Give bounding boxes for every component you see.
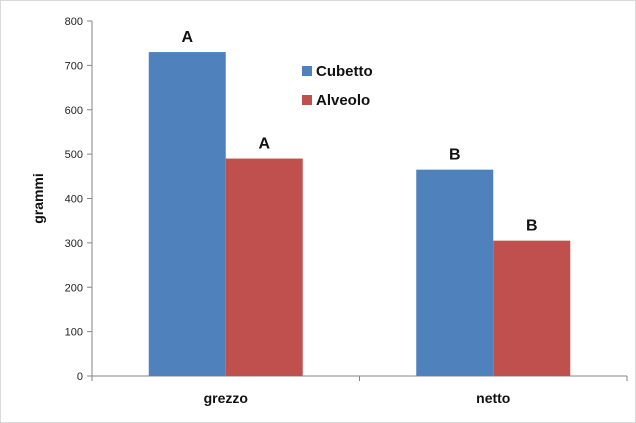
y-tick-label: 0 <box>77 371 83 383</box>
bar-cubetto-netto <box>416 169 494 376</box>
bar-alveolo-netto <box>493 240 571 376</box>
legend-swatch <box>302 66 312 76</box>
y-tick-label: 800 <box>65 16 83 28</box>
data-label: B <box>449 147 461 164</box>
bars <box>148 52 571 376</box>
y-axis-title: grammi <box>30 173 46 224</box>
y-tick-label: 500 <box>65 149 83 161</box>
x-tick-label: netto <box>476 390 510 406</box>
legend-label: Cubetto <box>316 63 373 80</box>
legend-swatch <box>302 95 312 105</box>
bar-alveolo-grezzo <box>225 158 303 376</box>
data-label: B <box>526 218 538 235</box>
legend-label: Alveolo <box>316 92 370 109</box>
labels: grezzo netto A B A B <box>181 29 537 406</box>
data-label: A <box>181 29 193 46</box>
y-tick-label: 600 <box>65 105 83 117</box>
data-label: A <box>258 136 270 153</box>
bar-cubetto-grezzo <box>148 52 226 376</box>
y-tick-label: 100 <box>65 327 83 339</box>
y-tick-label: 400 <box>65 194 83 206</box>
legend: Cubetto Alveolo <box>302 63 373 109</box>
y-tick-label: 300 <box>65 238 83 250</box>
y-tick-label: 700 <box>65 60 83 72</box>
x-tick-label: grezzo <box>204 390 248 406</box>
y-tick-label: 200 <box>65 282 83 294</box>
